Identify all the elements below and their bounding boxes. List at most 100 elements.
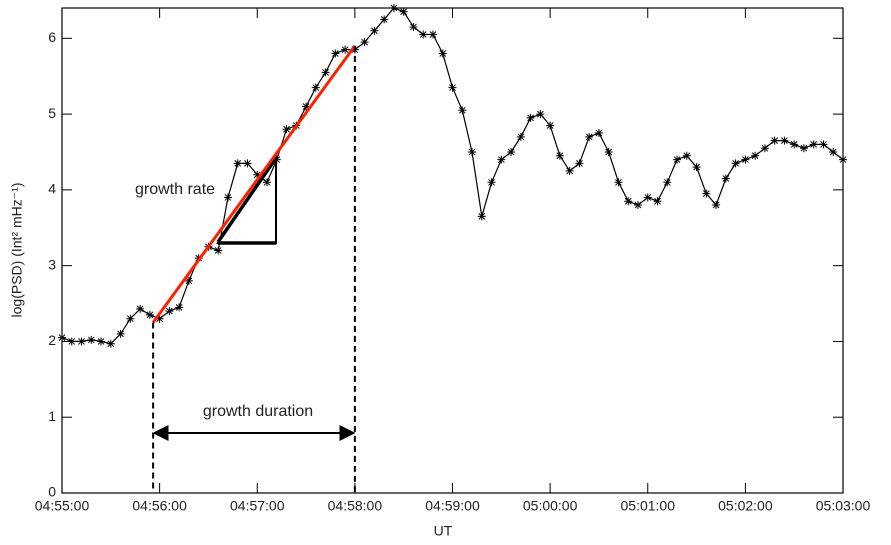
star-marker (106, 339, 115, 348)
star-marker (536, 110, 545, 119)
star-marker (575, 159, 584, 168)
star-marker (624, 197, 633, 206)
x-tick-label: 05:03:00 (816, 498, 871, 514)
star-marker (790, 140, 799, 149)
star-marker (126, 314, 135, 323)
star-marker (263, 178, 272, 187)
y-tick-label: 3 (48, 256, 56, 272)
star-marker (165, 307, 174, 316)
star-marker (243, 159, 252, 168)
star-marker (799, 144, 808, 153)
star-marker (780, 136, 789, 145)
star-marker (585, 132, 594, 141)
star-marker (97, 337, 106, 346)
star-marker (526, 113, 535, 122)
star-marker (419, 30, 428, 39)
star-marker (58, 333, 66, 342)
star-marker (819, 140, 828, 149)
star-marker (477, 212, 486, 221)
star-marker (272, 155, 281, 164)
star-marker (311, 83, 320, 92)
star-marker (839, 155, 847, 164)
star-marker (136, 304, 145, 313)
star-marker (233, 159, 242, 168)
star-marker (175, 303, 184, 312)
star-marker (663, 178, 672, 187)
growth-rate-label: growth rate (135, 181, 215, 198)
y-tick-label: 6 (48, 29, 56, 45)
x-axis-label: UT (434, 523, 453, 539)
star-marker (829, 147, 838, 156)
star-marker (760, 144, 769, 153)
star-marker (409, 22, 418, 31)
star-marker (184, 276, 193, 285)
y-tick-label: 4 (48, 181, 56, 197)
x-tick-label: 05:02:00 (718, 498, 773, 514)
star-marker (507, 147, 516, 156)
x-tick-label: 04:58:00 (328, 498, 383, 514)
star-marker (253, 170, 262, 179)
star-marker (223, 193, 232, 202)
star-marker (116, 329, 125, 338)
x-tick-label: 05:01:00 (621, 498, 676, 514)
star-marker (428, 30, 437, 39)
star-marker (604, 147, 613, 156)
star-marker (643, 193, 652, 202)
star-marker (77, 337, 86, 346)
y-tick-label: 0 (48, 484, 56, 500)
x-tick-label: 04:59:00 (425, 498, 480, 514)
star-marker (555, 151, 564, 160)
y-axis-label: log(PSD) (Int² mHz⁻¹) (9, 183, 25, 318)
x-tick-label: 04:55:00 (35, 498, 90, 514)
star-marker (692, 163, 701, 172)
star-marker (741, 155, 750, 164)
y-tick-label: 5 (48, 105, 56, 121)
star-marker (380, 15, 389, 24)
y-tick-label: 1 (48, 408, 56, 424)
fit-line (151, 45, 357, 324)
star-marker (516, 132, 525, 141)
star-marker (565, 166, 574, 175)
star-marker (321, 68, 330, 77)
star-marker (341, 45, 350, 54)
star-marker (448, 83, 457, 92)
star-marker (731, 159, 740, 168)
star-marker (389, 4, 398, 12)
plot-frame (61, 7, 844, 494)
star-marker (331, 49, 340, 58)
star-marker (682, 151, 691, 160)
star-marker (497, 155, 506, 164)
star-marker (702, 189, 711, 198)
star-marker (712, 201, 721, 210)
x-tick-label: 04:56:00 (132, 498, 187, 514)
star-marker (145, 310, 154, 319)
star-marker (633, 201, 642, 210)
star-marker (468, 147, 477, 156)
star-marker (214, 246, 223, 255)
y-tick-label: 2 (48, 332, 56, 348)
star-marker (653, 197, 662, 206)
x-tick-label: 04:57:00 (230, 498, 285, 514)
star-marker (155, 314, 164, 323)
star-marker (487, 178, 496, 187)
star-marker (67, 337, 76, 346)
star-marker (399, 7, 408, 16)
star-marker (770, 136, 779, 145)
x-tick-label: 05:00:00 (523, 498, 578, 514)
star-marker (721, 174, 730, 183)
star-marker (809, 140, 818, 149)
star-marker (594, 129, 603, 138)
star-marker (458, 106, 467, 115)
star-marker (673, 155, 682, 164)
star-marker (751, 151, 760, 160)
star-marker (282, 125, 291, 134)
star-marker (370, 26, 379, 35)
star-marker (360, 38, 369, 47)
star-marker (614, 178, 623, 187)
star-marker (438, 49, 447, 58)
star-marker (546, 121, 555, 130)
growth-rate-slope (216, 157, 278, 243)
growth-duration-label: growth duration (203, 403, 313, 420)
star-marker (302, 102, 311, 111)
